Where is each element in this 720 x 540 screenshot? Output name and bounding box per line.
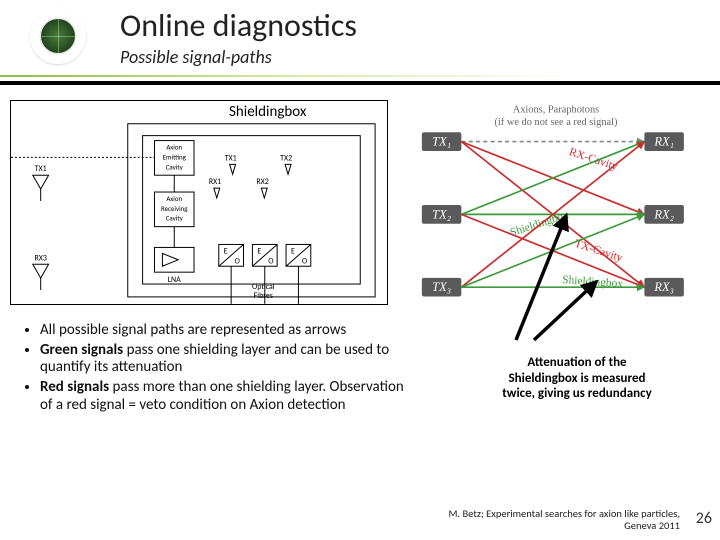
svg-text:RX₃: RX₃ xyxy=(653,280,674,294)
citation-line: M. Betz; Experimental searches for axion… xyxy=(448,507,680,520)
block-diagram-svg: AxionEmittingCavityAxionReceivingCavityL… xyxy=(11,101,387,304)
slide-title: Online diagnostics xyxy=(120,6,357,45)
svg-text:RX3: RX3 xyxy=(34,253,46,263)
svg-text:E: E xyxy=(224,246,228,256)
svg-text:Axions, Paraphotons: Axions, Paraphotons xyxy=(513,104,599,115)
svg-text:O: O xyxy=(302,256,307,266)
svg-text:TX₂: TX₂ xyxy=(432,207,452,221)
svg-text:TX₁: TX₁ xyxy=(432,135,451,149)
svg-text:RX1: RX1 xyxy=(209,177,221,187)
svg-text:E: E xyxy=(257,246,261,256)
svg-text:TX₃: TX₃ xyxy=(432,280,451,294)
bullet-item: Green signals pass one shielding layer a… xyxy=(40,342,404,377)
svg-text:TX2: TX2 xyxy=(280,153,292,163)
svg-text:TX1: TX1 xyxy=(225,153,237,163)
svg-text:O: O xyxy=(235,256,240,266)
slide-subtitle: Possible signal-paths xyxy=(120,46,272,68)
svg-text:Receiving: Receiving xyxy=(161,204,188,213)
svg-text:Axion: Axion xyxy=(166,142,182,151)
svg-text:Axion: Axion xyxy=(166,194,182,203)
svg-text:TX1: TX1 xyxy=(35,164,47,174)
svg-text:Fibres: Fibres xyxy=(254,291,273,301)
svg-text:RX2: RX2 xyxy=(256,177,268,187)
att-line: Shieldingbox is measured xyxy=(509,371,646,386)
bullet-item: Red signals pass more than one shielding… xyxy=(40,379,404,414)
bullet-item: All possible signal paths are represente… xyxy=(40,322,404,340)
svg-text:Cavity: Cavity xyxy=(166,162,184,171)
svg-text:RX₁: RX₁ xyxy=(653,135,674,149)
svg-text:Emitting: Emitting xyxy=(163,152,187,161)
svg-text:(if we do not see a red signal: (if we do not see a red signal) xyxy=(494,117,617,128)
citation: M. Betz; Experimental searches for axion… xyxy=(448,508,680,532)
slide-header: Online diagnostics Possible signal-paths xyxy=(0,0,720,85)
att-line: Attenuation of the xyxy=(527,355,626,370)
svg-text:O: O xyxy=(268,256,273,266)
svg-text:TX-Cavity: TX-Cavity xyxy=(573,238,624,265)
svg-text:LNA: LNA xyxy=(168,275,181,285)
att-line: twice, giving us redundancy xyxy=(502,386,651,401)
block-diagram: AxionEmittingCavityAxionReceivingCavityL… xyxy=(10,100,388,305)
svg-text:Cavity: Cavity xyxy=(166,214,184,223)
svg-text:RX₂: RX₂ xyxy=(653,207,674,221)
radar-logo xyxy=(30,8,86,64)
svg-text:E: E xyxy=(291,246,295,256)
page-number: 26 xyxy=(696,509,712,528)
bipartite-graph: Axions, Paraphotons (if we do not see a r… xyxy=(400,100,712,305)
attenuation-note: Attenuation of the Shieldingbox is measu… xyxy=(472,355,682,402)
bullet-list: All possible signal paths are represente… xyxy=(24,322,404,416)
citation-line: Geneva 2011 xyxy=(624,519,680,532)
bipartite-svg: Axions, Paraphotons (if we do not see a r… xyxy=(400,100,712,313)
